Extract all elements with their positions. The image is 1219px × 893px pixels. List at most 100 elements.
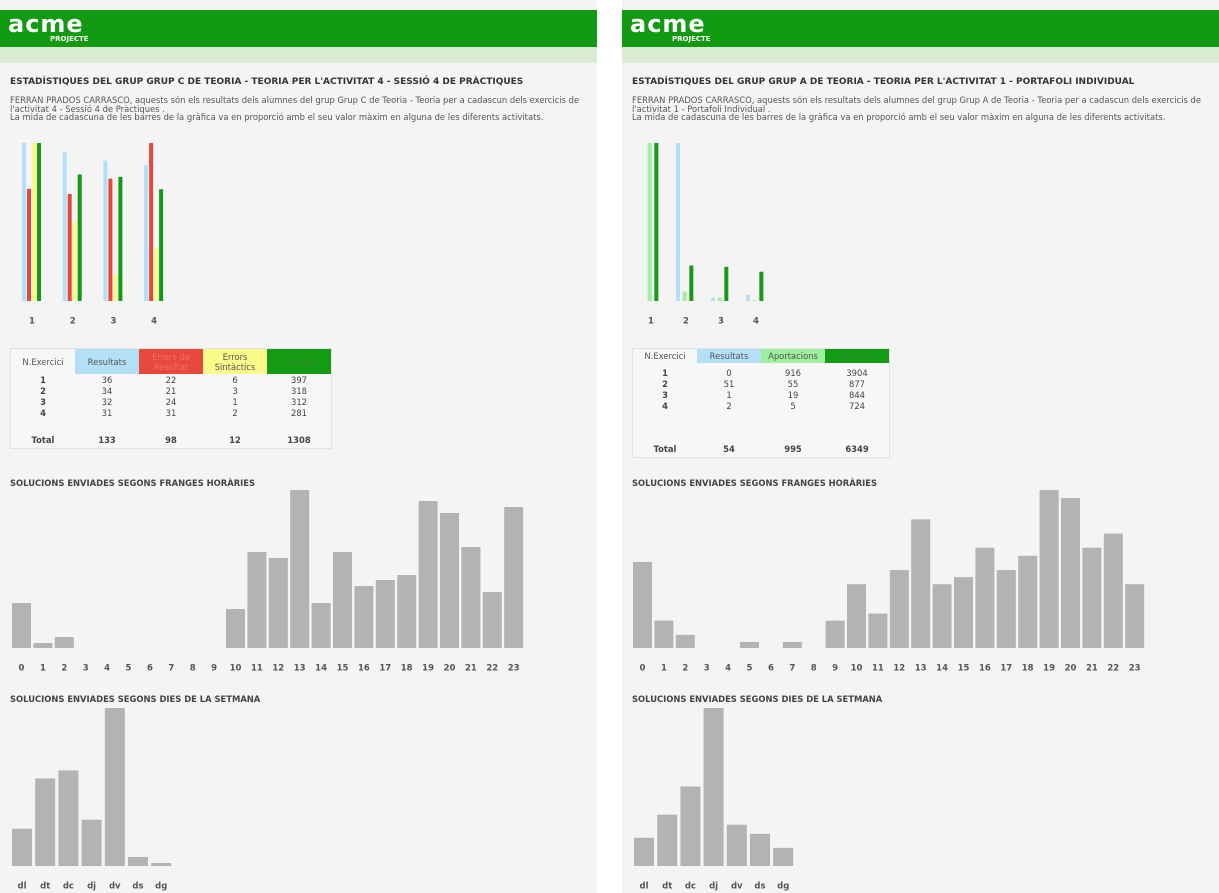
- bar: [67, 193, 72, 301]
- table-cell: 2: [726, 400, 732, 411]
- header-cell: Aportacions: [761, 348, 825, 363]
- bar: [1103, 533, 1123, 648]
- table-cell: 877: [849, 378, 865, 389]
- table-header: N.Exercici Resultats Errors de Resultat Err…: [11, 348, 332, 374]
- bar: [81, 819, 102, 866]
- histogram: dl dt dc dj dv ds dg: [12, 708, 172, 892]
- x-tick-label: 12: [893, 664, 905, 674]
- x-tick-label: 22: [486, 664, 498, 674]
- total-cell: 995: [784, 444, 802, 454]
- description: FERRAN PRADOS CARRASCO, aquests són els …: [10, 96, 597, 122]
- header-bar: acme PROJECTE: [0, 10, 597, 47]
- total-row: Total 54 995 6349: [633, 441, 890, 458]
- x-tick-label: 3: [83, 664, 89, 674]
- x-tick-label: 4: [753, 317, 759, 327]
- bar: [151, 862, 172, 866]
- x-tick-label: 5: [747, 664, 753, 674]
- x-tick-label: 11: [872, 664, 884, 674]
- table-cell: 31: [101, 407, 113, 418]
- table-cell: 1: [40, 374, 46, 385]
- x-tick-label: 17: [1000, 664, 1012, 674]
- histogram: 0 1 2 3 4 5 6 7 8 9 10 11 12 13 14 15 16 17 18 19 20 21 22 23: [633, 490, 1145, 674]
- table-cell: 51: [723, 378, 735, 389]
- bar: [290, 490, 310, 648]
- x-tick-label: 21: [465, 664, 477, 674]
- bar: [311, 603, 331, 648]
- x-tick-label: 17: [379, 664, 391, 674]
- x-tick-label: 3: [718, 317, 724, 327]
- x-tick-label: 20: [444, 664, 456, 674]
- bar: [680, 786, 701, 866]
- bar: [333, 552, 352, 648]
- bar: [37, 143, 41, 301]
- bar: [128, 856, 148, 866]
- bar: [354, 586, 374, 648]
- section-title: SOLUCIONS ENVIADES SEGONS DIES DE LA SET…: [632, 694, 883, 704]
- x-tick-label: dl: [640, 882, 649, 892]
- table-cell: 4: [40, 407, 46, 418]
- table-cell: 3: [232, 385, 238, 396]
- x-tick-label: 0: [19, 664, 25, 674]
- bar: [159, 189, 164, 301]
- table-cell: 24: [165, 396, 177, 407]
- bar: [32, 143, 36, 301]
- table-cell: 844: [849, 389, 865, 400]
- bar: [746, 294, 750, 301]
- table-cell: 2: [232, 407, 238, 418]
- table-cell: 5: [790, 400, 796, 411]
- table-row: 1 0 916 3904: [633, 367, 890, 378]
- bar: [247, 552, 267, 648]
- description: FERRAN PRADOS CARRASCO, aquests són els …: [632, 96, 1219, 122]
- bar: [268, 558, 288, 648]
- bar: [689, 265, 694, 301]
- section-title: SOLUCIONS ENVIADES SEGONS DIES DE LA SET…: [10, 694, 261, 704]
- x-tick-label: 21: [1086, 664, 1098, 674]
- bar: [911, 519, 931, 648]
- x-tick-label: 8: [811, 664, 817, 674]
- bar: [711, 297, 715, 301]
- x-tick-label: 16: [979, 664, 991, 674]
- table-row: 3 1 19 844: [633, 389, 890, 400]
- spacer-row: [11, 418, 332, 432]
- table-header: N.Exercici Resultats Aportacions Lliurats: [633, 348, 890, 363]
- x-tick-label: ds: [754, 882, 765, 892]
- x-tick-label: 12: [272, 664, 284, 674]
- description-line: FERRAN PRADOS CARRASCO, aquests són els …: [632, 95, 1202, 114]
- results-table: N.Exercici Resultats Aportacions Lliurats 1 0…: [632, 348, 890, 458]
- x-tick-label: 23: [508, 664, 520, 674]
- logo-subtitle: PROJECTE: [672, 35, 711, 43]
- header-bar: acme PROJECTE: [622, 10, 1219, 47]
- bar: [22, 143, 26, 301]
- x-tick-label: dj: [87, 882, 96, 892]
- x-tick-label: 5: [126, 664, 132, 674]
- total-cell: 1308: [287, 435, 311, 445]
- table-row: 2 51 55 877: [633, 378, 890, 389]
- x-tick-label: 1: [648, 317, 654, 327]
- x-tick-label: 8: [190, 664, 196, 674]
- bar: [108, 178, 113, 301]
- table-cell: 0: [726, 367, 732, 378]
- bar: [12, 603, 31, 648]
- bar: [375, 580, 395, 648]
- bar: [868, 613, 888, 648]
- x-tick-label: dl: [18, 882, 27, 892]
- table-row: 1 36 22 6 397: [11, 374, 332, 385]
- bar: [654, 620, 674, 648]
- x-tick-label: 1: [661, 664, 667, 674]
- header-cell: Resultats: [75, 348, 139, 374]
- table-cell: 916: [785, 367, 801, 378]
- table-cell: 32: [101, 396, 113, 407]
- header-cell: Lliurats: [825, 348, 890, 363]
- table-cell: 281: [291, 407, 307, 418]
- x-tick-label: 18: [401, 664, 413, 674]
- table-cell: 31: [165, 407, 177, 418]
- x-tick-label: 3: [110, 317, 116, 327]
- x-tick-label: 18: [1022, 664, 1034, 674]
- page-title: ESTADÍSTIQUES DEL GRUP GRUP A DE TEORIA …: [632, 77, 1135, 87]
- stats-panel: acme PROJECTE ESTADÍSTIQUES DEL GRUP GRUP …: [0, 0, 597, 893]
- bar: [759, 271, 764, 301]
- exercise-chart: 1 2 3 4: [22, 143, 164, 327]
- x-tick-label: 14: [315, 664, 327, 674]
- bar: [647, 143, 652, 301]
- bar: [996, 570, 1016, 648]
